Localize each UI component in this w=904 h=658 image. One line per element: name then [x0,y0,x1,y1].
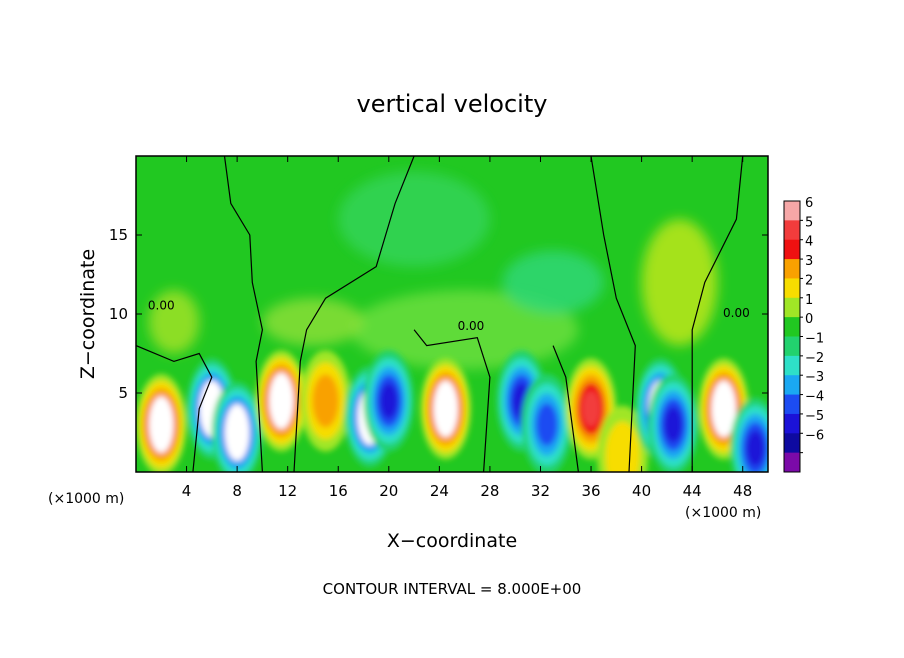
field-cell-core [268,372,294,430]
field-cell-level [582,390,601,427]
field-patch [262,298,364,346]
colorbar-swatch [784,394,800,415]
field-cell-level [664,406,683,443]
y-axis: 5 10 15 [109,226,768,402]
colorbar-label: 0 [805,312,813,327]
field-cell-core [433,380,459,438]
contour-line [223,156,264,472]
colorbar-swatch [784,220,800,241]
y-tick-label: 10 [109,305,128,323]
contour-label: 0.00 [148,298,175,312]
field-patch [350,290,579,370]
zero-contours: 0.00 0.00 0.00 [136,156,750,472]
field-patch [338,171,490,267]
colorbar-label: 6 [805,196,813,211]
colorbar-label: 2 [805,273,813,288]
field-patch [502,250,604,314]
contour-line [590,156,636,472]
y-axis-label: Z−coordinate [77,249,99,379]
chart-title: vertical velocity [357,90,548,118]
contour-line [552,345,579,472]
colorbar-label: 1 [805,293,813,308]
colorbar-label: −3 [805,370,824,385]
colorbar-label: 3 [805,254,813,269]
colorbar-swatch [784,375,800,396]
contour-label: 0.00 [458,319,485,333]
contour-line [413,329,491,472]
x-tick-label: 20 [379,482,398,500]
colorbar-swatch [784,452,800,473]
field-cells [136,350,768,472]
field-cell-core [711,380,737,438]
colorbar-swatch [784,278,800,299]
field-cell-core [224,404,250,461]
colorbar-swatch [784,239,800,260]
colorbar-label: 4 [805,235,813,250]
x-axis: 4 8 12 16 20 24 28 32 36 40 44 48 [182,156,752,500]
x-tick-label: 4 [182,482,192,500]
field-patch [641,219,718,346]
colorbar-label: −2 [805,351,824,366]
colorbar: 6 5 4 3 2 1 0 −1 −2 −3 −4 −5 −6 [783,196,824,473]
field-cell-level [379,382,398,419]
x-unit-right: (×1000 m) [685,505,761,521]
field-background [148,171,718,370]
colorbar-swatch [784,433,800,454]
contour-label: 0.00 [723,306,750,320]
y-tick-label: 15 [109,226,128,244]
colorbar-label: −4 [805,390,824,405]
x-tick-label: 32 [531,482,550,500]
x-tick-label: 12 [278,482,297,500]
contour-interval-footer: CONTOUR INTERVAL = 8.000E+00 [323,580,582,598]
colorbar-swatch [784,259,800,279]
field-cell-level [536,403,558,446]
x-tick-label: 24 [430,482,449,500]
colorbar-swatch [784,336,800,357]
x-tick-label: 16 [329,482,348,500]
x-tick-label: 8 [232,482,242,500]
y-tick-label: 5 [118,384,128,402]
velocity-field [136,171,768,472]
colorbar-label: −5 [805,409,824,424]
x-tick-label: 36 [581,482,600,500]
plot-area: 0.00 0.00 0.00 [136,156,768,472]
x-tick-label: 28 [480,482,499,500]
contour-line [136,345,213,472]
field-cell-core [148,396,174,454]
x-axis-label: X−coordinate [387,530,517,552]
colorbar-swatch [784,413,800,434]
field-cell-level [746,430,765,467]
x-tick-label: 48 [733,482,752,500]
x-tick-label: 44 [683,482,702,500]
field-patch [148,290,200,354]
x-unit-left: (×1000 m) [48,491,124,507]
field-cell-level [312,374,339,428]
colorbar-label: −6 [805,428,824,443]
colorbar-swatch [784,297,800,318]
x-tick-label: 40 [632,482,651,500]
field-cell-level [605,421,641,472]
contour-line [691,156,744,472]
colorbar-swatch [784,317,800,337]
contour-line [293,156,415,472]
colorbar-swatch [784,355,800,376]
colorbar-swatch [784,201,800,221]
colorbar-label: 5 [805,215,813,230]
colorbar-label: −1 [805,332,824,347]
